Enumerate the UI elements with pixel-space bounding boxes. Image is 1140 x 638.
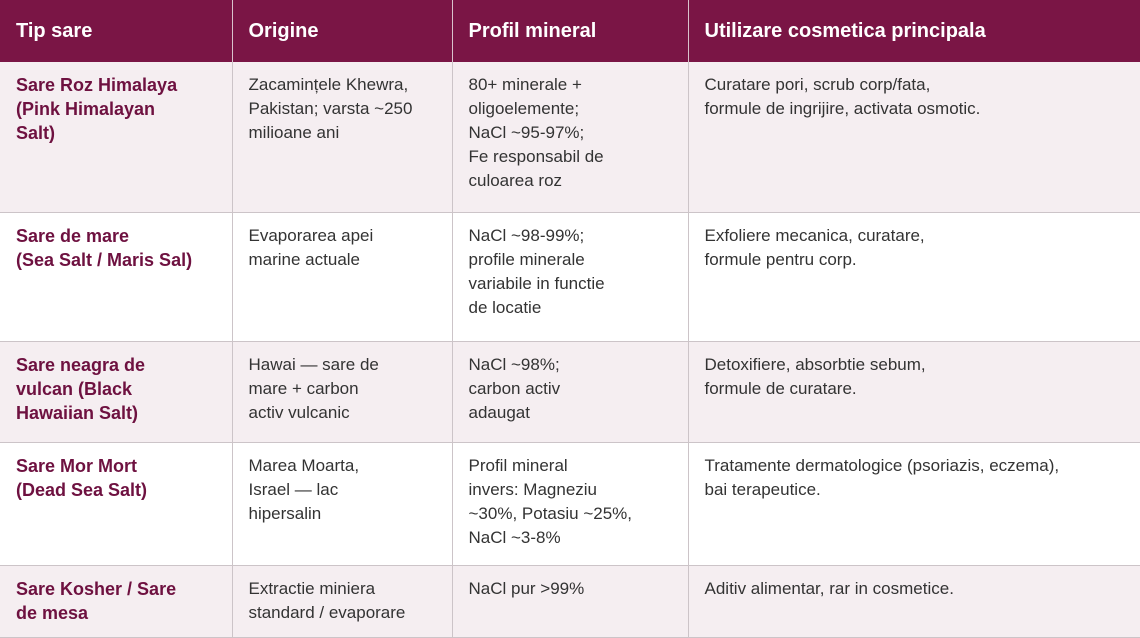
cell-salt-type: Sare de mare (Sea Salt / Maris Sal): [0, 212, 233, 342]
cell-origin: Marea Moarta, Israel — lac hipersalin: [232, 442, 453, 566]
cell-salt-type: Sare Kosher / Sare de mesa: [0, 565, 233, 638]
header-origine: Origine: [232, 0, 453, 62]
cell-mineral-profile: 80+ minerale + oligoelemente; NaCl ~95-9…: [452, 62, 689, 213]
cell-origin: Evaporarea apei marine actuale: [232, 212, 453, 342]
table-row: Sare Mor Mort (Dead Sea Salt) Marea Moar…: [0, 442, 1140, 566]
cell-mineral-profile: NaCl pur >99%: [452, 565, 689, 638]
cell-cosmetic-use: Aditiv alimentar, rar in cosmetice.: [688, 565, 1140, 638]
table-row: Sare Roz Himalaya (Pink Himalayan Salt) …: [0, 62, 1140, 213]
table-body: Sare Roz Himalaya (Pink Himalayan Salt) …: [0, 62, 1140, 638]
cell-origin: Extractie miniera standard / evaporare: [232, 565, 453, 638]
table-header: Tip sare Origine Profil mineral Utilizar…: [0, 0, 1140, 62]
cell-mineral-profile: NaCl ~98-99%; profile minerale variabile…: [452, 212, 689, 342]
table-row: Sare de mare (Sea Salt / Maris Sal) Evap…: [0, 212, 1140, 342]
header-utilizare: Utilizare cosmetica principala: [688, 0, 1140, 62]
cell-cosmetic-use: Detoxifiere, absorbtie sebum, formule de…: [688, 341, 1140, 443]
cell-salt-type: Sare Roz Himalaya (Pink Himalayan Salt): [0, 62, 233, 213]
header-tip-sare: Tip sare: [0, 0, 233, 62]
header-row: Tip sare Origine Profil mineral Utilizar…: [0, 0, 1140, 62]
cell-origin: Hawai — sare de mare + carbon activ vulc…: [232, 341, 453, 443]
cell-mineral-profile: NaCl ~98%; carbon activ adaugat: [452, 341, 689, 443]
table-row: Sare neagra de vulcan (Black Hawaiian Sa…: [0, 341, 1140, 443]
cell-salt-type: Sare Mor Mort (Dead Sea Salt): [0, 442, 233, 566]
cell-salt-type: Sare neagra de vulcan (Black Hawaiian Sa…: [0, 341, 233, 443]
cell-origin: Zacamințele Khewra, Pakistan; varsta ~25…: [232, 62, 453, 213]
table-row: Sare Kosher / Sare de mesa Extractie min…: [0, 565, 1140, 638]
header-profil-mineral: Profil mineral: [452, 0, 689, 62]
cell-cosmetic-use: Exfoliere mecanica, curatare, formule pe…: [688, 212, 1140, 342]
cell-cosmetic-use: Tratamente dermatologice (psoriazis, ecz…: [688, 442, 1140, 566]
cell-mineral-profile: Profil mineral invers: Magneziu ~30%, Po…: [452, 442, 689, 566]
cell-cosmetic-use: Curatare pori, scrub corp/fata, formule …: [688, 62, 1140, 213]
